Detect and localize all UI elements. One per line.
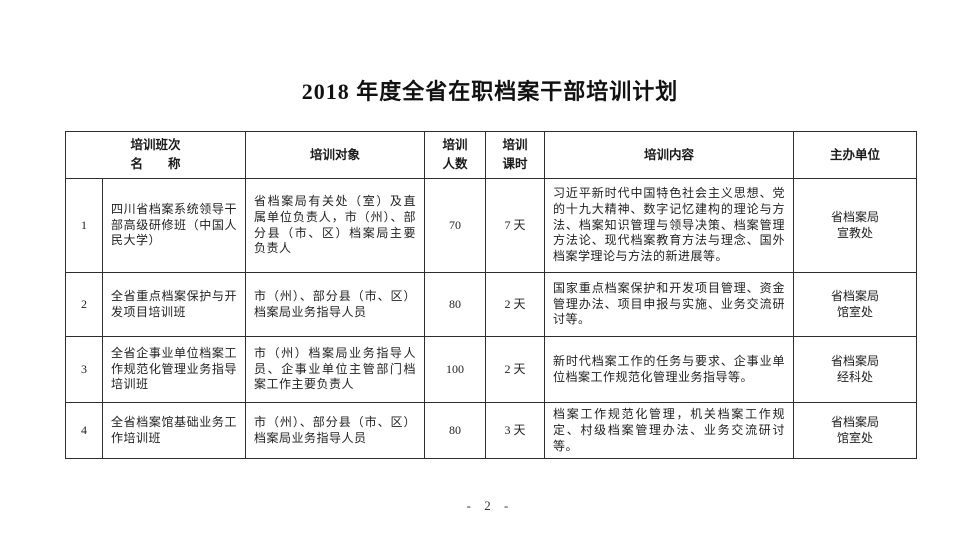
cell-organizer: 省档案局 馆室处 — [793, 401, 918, 460]
cell-count: 80 — [424, 272, 487, 337]
table-row: 2 全省重点档案保护与开发项目培训班 市（州）、部分县（市、区）档案局业务指导人… — [65, 272, 918, 337]
header-count: 培训 人数 — [424, 131, 487, 179]
header-class-name: 培训班次 名 称 — [64, 131, 247, 179]
cell-no: 2 — [65, 272, 103, 337]
cell-no: 3 — [65, 336, 103, 403]
cell-target: 省档案局有关处（室）及直属单位负责人，市（州）、部分县（市、区）档案局主要负责人 — [245, 178, 426, 273]
cell-target: 市（州）档案局业务指导人员、企事业单位主管部门档案工作主要负责人 — [245, 336, 426, 403]
header-target: 培训对象 — [245, 131, 426, 179]
cell-content: 国家重点档案保护和开发项目管理、资金管理办法、项目申报与实施、业务交流研讨等。 — [544, 272, 795, 337]
cell-content: 新时代档案工作的任务与要求、企事业单位档案工作规范化管理业务指导等。 — [544, 336, 795, 403]
header-content: 培训内容 — [544, 131, 795, 179]
cell-hours: 2 天 — [485, 272, 546, 337]
table-row: 3 全省企事业单位档案工作规范化管理业务指导培训班 市（州）档案局业务指导人员、… — [65, 336, 918, 403]
cell-no: 4 — [65, 401, 103, 460]
cell-organizer: 省档案局 宣教处 — [793, 178, 918, 273]
cell-class-name: 全省重点档案保护与开发项目培训班 — [101, 272, 247, 337]
header-hours: 培训 课时 — [485, 131, 546, 179]
cell-class-name: 四川省档案系统领导干部高级研修班（中国人民大学） — [101, 178, 247, 273]
table-header-row: 培训班次 名 称 培训对象 培训 人数 培训 课时 培训内容 主办单位 — [64, 131, 918, 179]
cell-content: 习近平新时代中国特色社会主义思想、党的十九大精神、数字记忆建构的理论与方法、档案… — [544, 178, 795, 273]
cell-hours: 3 天 — [485, 401, 546, 460]
cell-count: 100 — [424, 336, 487, 403]
training-plan-table: 培训班次 名 称 培训对象 培训 人数 培训 课时 培训内容 主办单位 1 四川… — [64, 131, 918, 460]
cell-hours: 2 天 — [485, 336, 546, 403]
cell-content: 档案工作规范化管理，机关档案工作规定、村级档案管理办法、业务交流研讨等。 — [544, 401, 795, 460]
cell-class-name: 全省档案馆基础业务工作培训班 — [101, 401, 247, 460]
cell-organizer: 省档案局 馆室处 — [793, 272, 918, 337]
page-number: - 2 - — [466, 498, 514, 513]
cell-hours: 7 天 — [485, 178, 546, 273]
cell-target: 市（州）、部分县（市、区）档案局业务指导人员 — [245, 272, 426, 337]
cell-class-name: 全省企事业单位档案工作规范化管理业务指导培训班 — [101, 336, 247, 403]
cell-target: 市（州）、部分县（市、区）档案局业务指导人员 — [245, 401, 426, 460]
table-row: 4 全省档案馆基础业务工作培训班 市（州）、部分县（市、区）档案局业务指导人员 … — [65, 401, 918, 460]
cell-count: 80 — [424, 401, 487, 460]
page-title: 2018 年度全省在职档案干部培训计划 — [301, 79, 679, 104]
header-organizer: 主办单位 — [793, 131, 918, 179]
cell-count: 70 — [424, 178, 487, 273]
cell-organizer: 省档案局 经科处 — [793, 336, 918, 403]
cell-no: 1 — [65, 178, 103, 273]
table-row: 1 四川省档案系统领导干部高级研修班（中国人民大学） 省档案局有关处（室）及直属… — [65, 178, 918, 273]
